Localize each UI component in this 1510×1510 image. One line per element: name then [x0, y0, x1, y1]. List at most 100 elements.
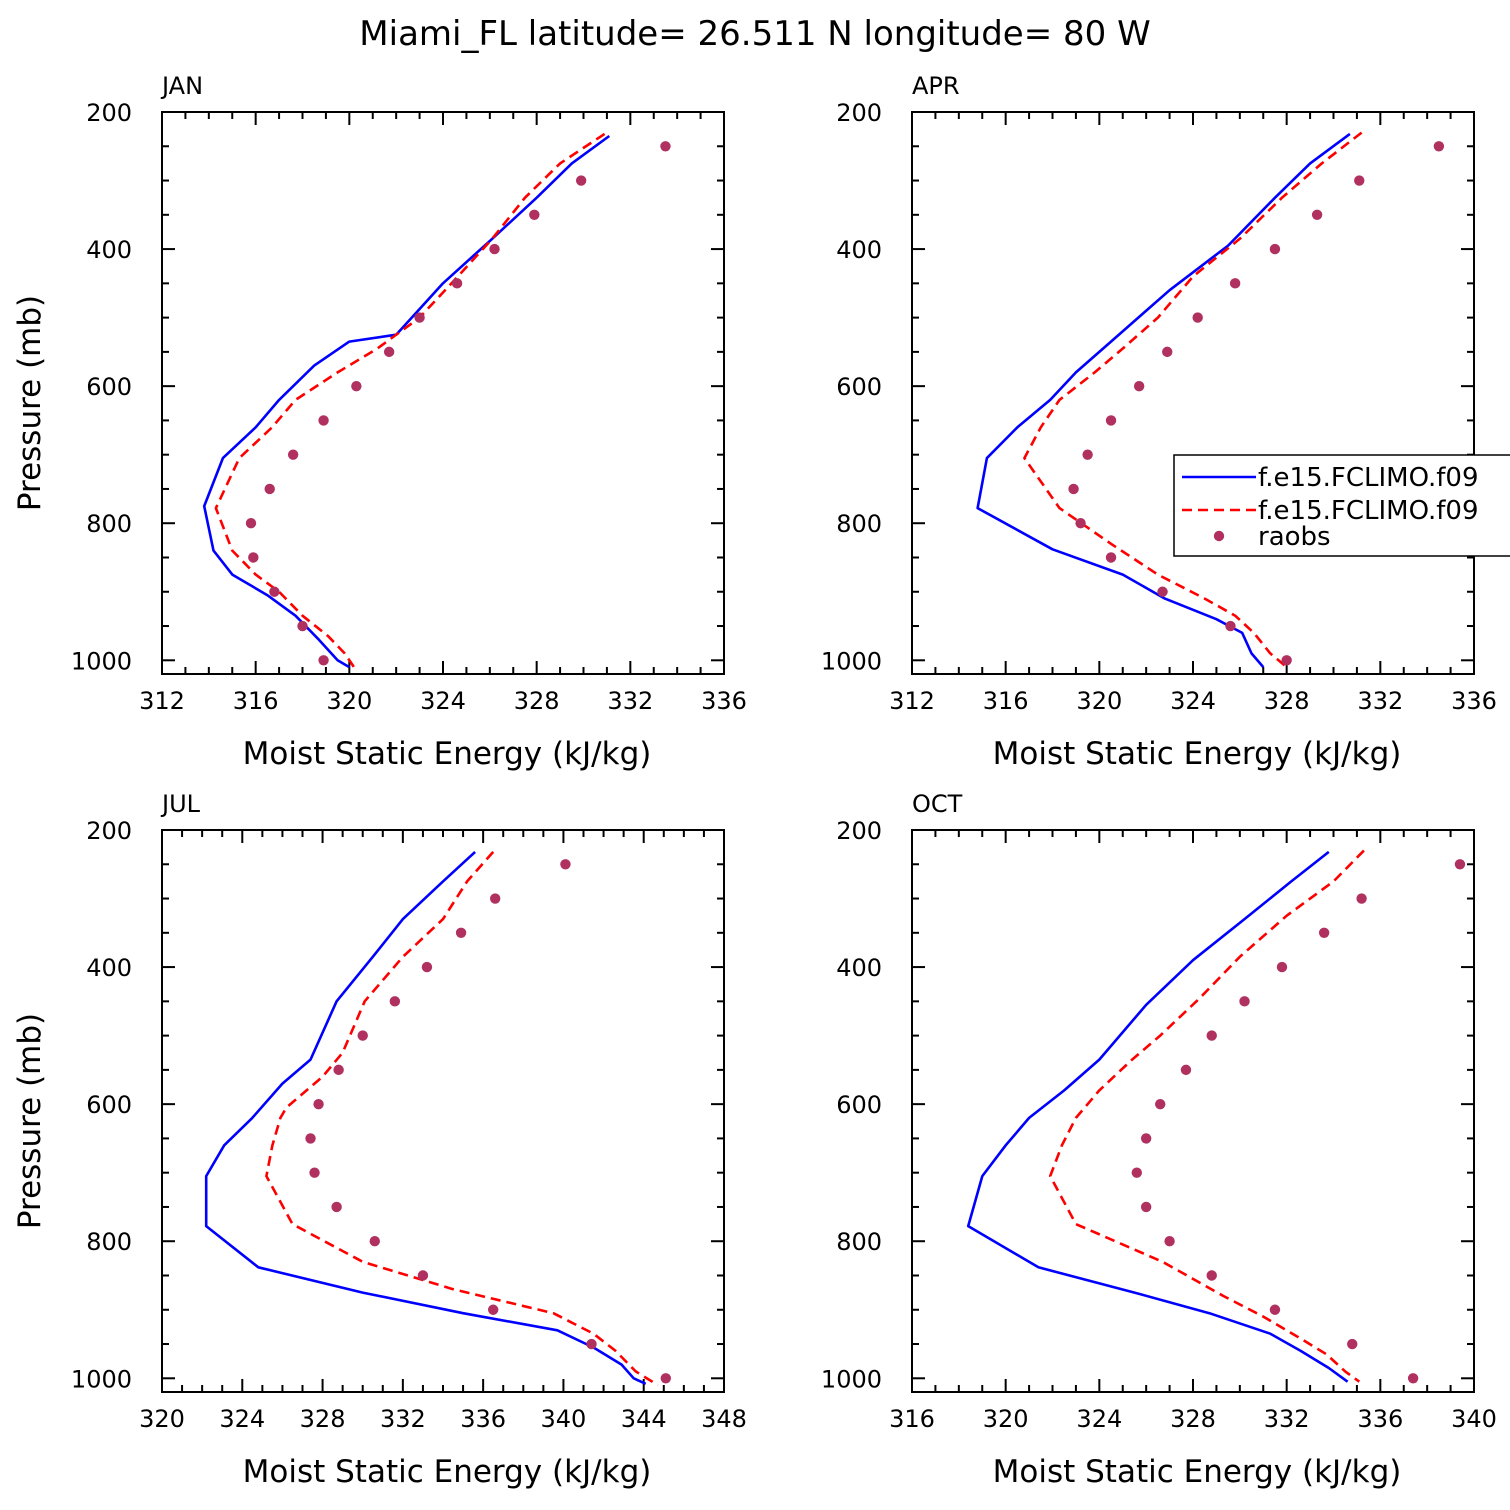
raobs-point — [248, 552, 259, 563]
y-tick-label: 1000 — [71, 1365, 132, 1393]
raobs-point — [1269, 1304, 1281, 1315]
raobs-point — [1454, 859, 1466, 870]
y-tick-label: 200 — [836, 99, 882, 127]
y-tick-label: 400 — [86, 954, 132, 982]
y-tick-label: 1000 — [821, 1365, 882, 1393]
raobs-point — [1162, 346, 1173, 358]
raobs-point — [421, 961, 433, 973]
panel-label: APR — [912, 72, 960, 100]
raobs-point — [1356, 893, 1367, 904]
raobs-point — [297, 620, 308, 632]
raobs-point — [417, 1270, 429, 1281]
x-tick-label: 312 — [889, 687, 935, 715]
raobs-point — [1155, 1098, 1166, 1110]
legend-box — [1173, 454, 1510, 557]
raobs-point — [1206, 1270, 1217, 1281]
raobs-point — [489, 243, 500, 255]
model-line-dashed — [1023, 131, 1363, 669]
x-tick-label: 324 — [420, 687, 466, 715]
raobs-point — [1276, 961, 1288, 973]
raobs-point — [389, 996, 401, 1007]
legend-entry: f.e15.FCLIMO.f09 — [1258, 463, 1478, 493]
x-tick-label: 336 — [1451, 687, 1497, 715]
y-tick-label: 400 — [836, 236, 882, 264]
y-tick-label: 800 — [86, 1228, 132, 1256]
raobs-point — [1133, 380, 1145, 392]
raobs-point — [369, 1236, 380, 1247]
x-tick-label: 336 — [460, 1405, 506, 1433]
panel-label: JAN — [160, 72, 203, 100]
raobs-point — [1225, 620, 1236, 632]
y-tick-label: 200 — [836, 817, 882, 845]
x-tick-label: 320 — [983, 1405, 1029, 1433]
raobs-point — [287, 449, 299, 460]
raobs-point — [1433, 141, 1445, 152]
x-tick-label: 332 — [380, 1405, 426, 1433]
y-axis-label: Pressure (mb) — [12, 295, 48, 511]
x-tick-label: 320 — [326, 687, 372, 715]
y-tick-label: 400 — [86, 236, 132, 264]
y-tick-label: 800 — [86, 510, 132, 538]
x-tick-label: 316 — [889, 1405, 935, 1433]
x-tick-label: 348 — [701, 1405, 747, 1433]
x-tick-label: 332 — [1357, 687, 1403, 715]
raobs-point — [269, 586, 280, 597]
x-tick-label: 312 — [139, 687, 185, 715]
y-tick-label: 800 — [836, 510, 882, 538]
y-axis-label: Pressure (mb) — [12, 1013, 48, 1229]
raobs-point — [309, 1167, 320, 1178]
raobs-point — [1105, 415, 1117, 426]
x-tick-label: 316 — [233, 687, 279, 715]
raobs-point — [1068, 483, 1079, 495]
raobs-point — [333, 1064, 344, 1076]
raobs-point — [455, 927, 467, 939]
raobs-point — [264, 483, 275, 495]
x-tick-label: 344 — [621, 1405, 667, 1433]
raobs-point — [1131, 1167, 1143, 1178]
raobs-point — [305, 1133, 316, 1144]
raobs-point — [313, 1098, 324, 1110]
y-tick-label: 1000 — [71, 647, 132, 675]
y-tick-label: 1000 — [821, 647, 882, 675]
raobs-point — [1269, 243, 1281, 255]
y-tick-label: 600 — [836, 1091, 882, 1119]
x-tick-label: 320 — [1076, 687, 1122, 715]
y-tick-label: 800 — [836, 1228, 882, 1256]
x-tick-label: 316 — [983, 687, 1029, 715]
x-tick-label: 328 — [514, 687, 560, 715]
plot-frame — [161, 829, 725, 1393]
raobs-point — [245, 518, 257, 529]
raobs-point — [1318, 927, 1330, 939]
model-line-dashed — [1048, 849, 1365, 1383]
y-tick-label: 200 — [86, 817, 132, 845]
raobs-point — [451, 278, 463, 289]
raobs-point — [1229, 278, 1241, 289]
raobs-point — [1407, 1373, 1419, 1384]
y-tick-label: 200 — [86, 99, 132, 127]
panel-jan: JAN 312 316 320 324 328 332 336 200 400 600 800 1000… — [12, 72, 747, 772]
raobs-point — [1157, 586, 1168, 597]
plot-frame — [911, 111, 1475, 675]
x-tick-label: 336 — [701, 687, 747, 715]
x-tick-label: 328 — [1264, 687, 1310, 715]
model-line-solid — [202, 134, 611, 669]
figure-title: Miami_FL latitude= 26.511 N longitude= 8… — [359, 14, 1150, 54]
raobs-point — [660, 1373, 671, 1384]
raobs-point — [318, 415, 329, 426]
raobs-point — [1082, 449, 1093, 460]
legend-entry: f.e15.FCLIMO.f09 — [1258, 496, 1478, 526]
legend-swatch-dot — [1213, 530, 1225, 542]
panel-label: OCT — [912, 790, 963, 818]
x-tick-label: 340 — [1451, 1405, 1497, 1433]
model-line-dashed — [265, 851, 659, 1387]
raobs-point — [318, 655, 329, 666]
raobs-point — [1239, 996, 1250, 1007]
raobs-point — [1140, 1201, 1152, 1213]
raobs-point — [586, 1338, 597, 1350]
x-tick-label: 324 — [219, 1405, 265, 1433]
raobs-point — [357, 1030, 368, 1041]
x-tick-label: 332 — [607, 687, 653, 715]
model-line-solid — [204, 850, 647, 1385]
